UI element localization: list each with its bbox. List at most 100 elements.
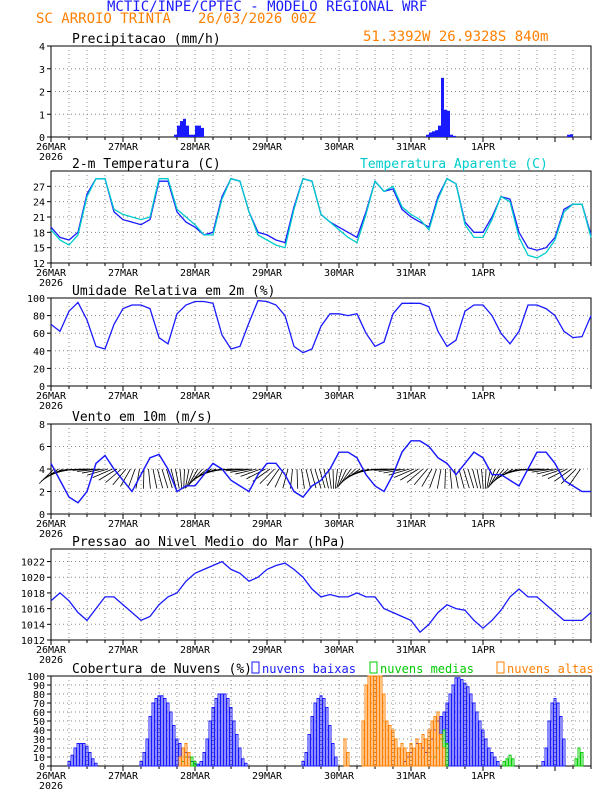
wind-barb — [98, 468, 118, 481]
wind-barb — [235, 468, 257, 475]
y-tick-label: 50 — [33, 717, 45, 728]
wind-barb — [190, 468, 208, 483]
bar-nuvens-baixas — [208, 720, 212, 767]
bar-precipitacao — [195, 125, 198, 137]
bar-nuvens-medias — [502, 761, 506, 767]
bar-nuvens-altas — [370, 675, 374, 767]
bar-precipitacao — [438, 125, 441, 137]
series-line-Temperatura-Aparente-(C) — [50, 177, 592, 259]
bar-nuvens-baixas — [73, 747, 77, 767]
bar-nuvens-altas — [415, 738, 419, 767]
bar-nuvens-altas — [178, 756, 182, 767]
bar-nuvens-altas — [385, 720, 389, 767]
bar-precipitacao — [432, 131, 435, 137]
x-tick-label: 28MAR — [180, 268, 211, 279]
wind-barb — [148, 468, 151, 489]
bar-nuvens-baixas — [196, 763, 200, 767]
wind-barb — [388, 468, 410, 476]
chart-title: MCTIC/INPE/CPTEC - MODELO REGIONAL WRF — [107, 0, 428, 15]
bar-nuvens-baixas — [463, 682, 467, 767]
y-tick-label: 15 — [33, 244, 45, 255]
x-tick-label: 27MAR — [108, 519, 139, 530]
bar-nuvens-altas — [382, 693, 386, 767]
bar-nuvens-baixas — [493, 756, 497, 767]
bar-nuvens-baixas — [310, 716, 314, 767]
bar-nuvens-altas — [343, 738, 347, 767]
x-tick-label: 28MAR — [180, 519, 211, 530]
bar-nuvens-baixas — [145, 738, 149, 767]
bar-precipitacao — [174, 134, 177, 137]
bar-nuvens-baixas — [469, 693, 473, 767]
wind-barb — [81, 468, 104, 474]
x-year-label: 2026 — [39, 529, 63, 540]
wind-barb — [143, 468, 145, 489]
x-tick-label: 31MAR — [396, 391, 427, 402]
bar-nuvens-medias — [511, 758, 515, 767]
bar-nuvens-baixas — [88, 752, 92, 767]
bar-nuvens-baixas — [496, 761, 500, 767]
y-tick-label: 1012 — [21, 636, 45, 647]
y-tick-label: 0 — [39, 133, 45, 144]
bar-nuvens-baixas — [211, 707, 215, 767]
y-tick-label: 40 — [33, 347, 45, 358]
x-tick-label: 1APR — [471, 771, 496, 782]
y-tick-label: 0 — [39, 382, 45, 393]
wind-barb — [112, 468, 127, 486]
x-tick-label: 29MAR — [252, 771, 283, 782]
series-line-Pressao — [50, 560, 592, 634]
bar-precipitacao — [183, 118, 186, 137]
wind-barb — [92, 468, 113, 478]
wind-barb — [536, 468, 559, 475]
wind-barb — [221, 468, 244, 471]
wind-barb — [246, 468, 266, 480]
bar-nuvens-baixas — [151, 702, 155, 767]
bar-nuvens-baixas — [160, 695, 164, 767]
x-tick-label: 30MAR — [324, 268, 355, 279]
bar-nuvens-altas — [412, 747, 416, 767]
bar-precipitacao — [567, 134, 570, 137]
y-tick-label: 24 — [33, 198, 45, 209]
bar-nuvens-baixas — [79, 743, 83, 767]
wind-barb — [314, 468, 322, 489]
bar-nuvens-baixas — [550, 702, 554, 767]
wind-barb — [522, 468, 545, 471]
bar-nuvens-baixas — [466, 686, 470, 767]
x-tick-label: 29MAR — [252, 268, 283, 279]
x-tick-label: 28MAR — [180, 645, 211, 656]
bar-nuvens-baixas — [157, 695, 161, 767]
wind-barb — [135, 468, 140, 489]
x-tick-label: 28MAR — [180, 391, 211, 402]
legend-swatch — [369, 661, 378, 674]
bar-nuvens-altas — [394, 738, 398, 767]
bar-nuvens-medias — [190, 756, 194, 767]
bar-precipitacao — [435, 130, 438, 137]
x-tick-label: 26MAR — [36, 268, 67, 279]
bar-nuvens-baixas — [544, 747, 548, 767]
bar-nuvens-baixas — [148, 716, 152, 767]
y-tick-label: 1016 — [21, 605, 45, 616]
panel-title: Cobertura de Nuvens (%) — [72, 662, 252, 677]
x-tick-label: 31MAR — [396, 645, 427, 656]
wind-barb — [476, 468, 482, 489]
bar-nuvens-baixas — [457, 677, 461, 767]
bar-nuvens-altas — [187, 752, 191, 767]
wind-barb — [323, 468, 329, 489]
bar-nuvens-baixas — [475, 711, 479, 767]
wind-barb — [72, 468, 95, 471]
bar-precipitacao — [426, 134, 429, 137]
bar-nuvens-baixas — [226, 698, 230, 767]
x-tick-label: 27MAR — [108, 771, 139, 782]
panel-title: Pressao ao Nivel Medio do Mar (hPa) — [72, 535, 346, 550]
station-name: SC ARROIO TRINTA — [36, 11, 171, 27]
bar-nuvens-baixas — [91, 758, 95, 767]
wind-barb — [487, 468, 496, 488]
wind-barb — [179, 468, 183, 489]
bar-nuvens-baixas — [202, 752, 206, 767]
wind-barb — [406, 468, 424, 483]
bar-precipitacao — [180, 121, 183, 137]
bar-nuvens-baixas — [220, 693, 224, 767]
bar-nuvens-baixas — [85, 745, 89, 767]
plot-frame — [50, 548, 592, 641]
bar-nuvens-medias — [577, 747, 581, 767]
